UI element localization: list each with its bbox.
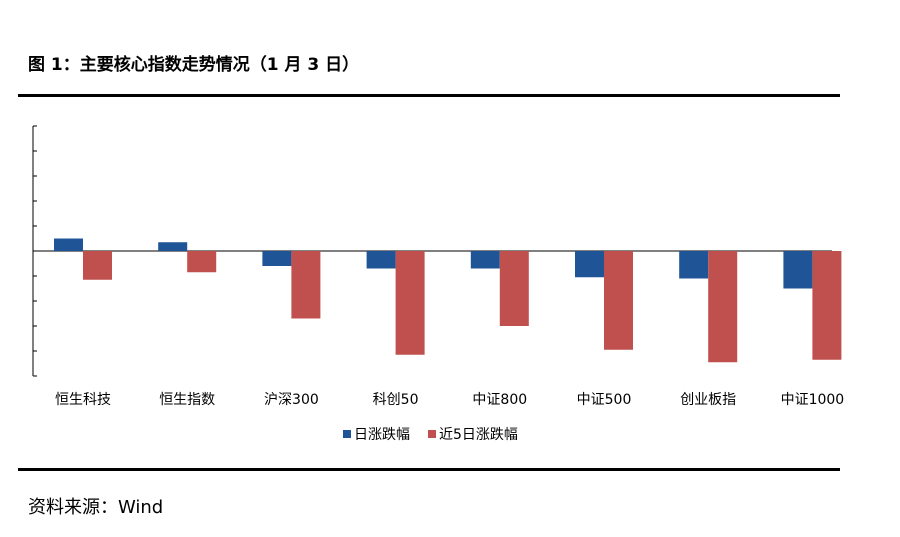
bar-chart: 恒生科技 恒生指数 沪深300 科创50 中证800 中证500 创业板指 中证1000 日涨… (32, 125, 844, 443)
x-tick-labels: 恒生科技 恒生指数 沪深300 科创50 中证800 中证500 创业板指 中证1000 (55, 392, 844, 408)
bar-daily-0 (54, 238, 83, 251)
bar-five-day-7 (812, 251, 842, 360)
x-tick-label-2: 沪深300 (264, 392, 319, 408)
bar-five-day-4 (499, 251, 529, 326)
legend-swatch-1 (428, 430, 436, 438)
bar-five-day-3 (395, 251, 425, 355)
legend: 日涨跌幅 近5日涨跌幅 (343, 427, 518, 443)
source-note: 资料来源：Wind (28, 497, 164, 518)
bar-daily-2 (262, 251, 292, 266)
bar-daily-4 (470, 251, 500, 269)
figure-title: 图 1：主要核心指数走势情况（1 月 3 日） (28, 55, 360, 75)
x-tick-label-5: 中证500 (577, 392, 632, 408)
x-tick-label-0: 恒生科技 (55, 392, 111, 408)
bottom-rule (18, 468, 840, 471)
x-tick-label-6: 创业板指 (680, 392, 736, 408)
legend-label-0: 日涨跌幅 (354, 427, 410, 443)
bar-daily-6 (679, 251, 709, 279)
bar-five-day-2 (291, 251, 321, 319)
top-rule (18, 94, 840, 97)
legend-label-1: 近5日涨跌幅 (439, 427, 518, 443)
x-tick-label-3: 科创50 (373, 392, 419, 408)
legend-swatch-0 (343, 430, 351, 438)
bar-five-day-6 (708, 251, 738, 363)
bars-layer (54, 238, 842, 363)
bar-daily-1 (158, 242, 188, 251)
x-tick-label-4: 中证800 (472, 392, 527, 408)
x-tick-label-7: 中证1000 (781, 392, 845, 408)
bar-daily-5 (575, 251, 604, 278)
bar-five-day-0 (83, 251, 112, 280)
x-tick-label-1: 恒生指数 (159, 392, 215, 408)
bar-daily-7 (783, 251, 813, 289)
bar-five-day-5 (604, 251, 633, 350)
bar-five-day-1 (187, 251, 217, 273)
bar-daily-3 (366, 251, 396, 269)
